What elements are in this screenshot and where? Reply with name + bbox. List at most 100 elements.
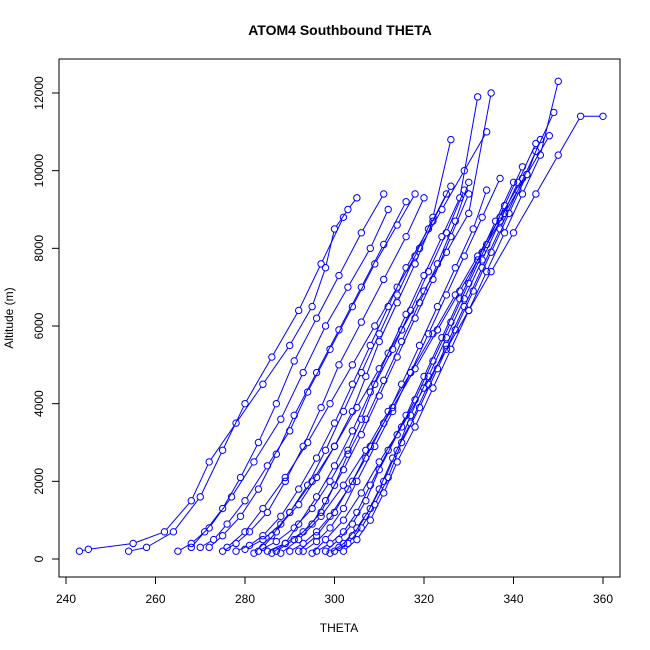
data-point — [380, 275, 388, 284]
data-point — [487, 267, 495, 276]
series-segment — [442, 301, 459, 335]
data-point — [335, 361, 343, 369]
x-tick-label: 240 — [56, 592, 76, 606]
data-point — [321, 264, 330, 272]
data-point — [344, 539, 352, 548]
series-segment — [469, 247, 486, 281]
data-point — [241, 399, 249, 408]
data-point — [487, 89, 495, 97]
data-point — [339, 481, 348, 489]
data-point — [460, 295, 468, 303]
data-point — [438, 232, 446, 241]
series-segment — [326, 472, 343, 499]
series-segment — [290, 394, 307, 429]
data-point — [576, 112, 585, 121]
series-segment — [371, 355, 388, 390]
y-tick-label: 4000 — [32, 390, 46, 417]
series-segment — [411, 274, 428, 308]
data-point — [295, 520, 303, 528]
data-point — [277, 512, 285, 520]
data-point — [402, 310, 410, 319]
series-segment — [429, 235, 446, 269]
series-25 — [259, 135, 455, 552]
series-segment — [277, 418, 294, 452]
series-segment — [473, 192, 487, 227]
series-segment — [332, 544, 342, 552]
plot-area-frame — [58, 58, 621, 578]
data-point — [348, 520, 357, 528]
series-segment — [492, 235, 513, 270]
series-segment — [358, 510, 369, 526]
data-point — [241, 497, 249, 505]
series-segment — [384, 204, 406, 242]
data-point — [500, 229, 509, 237]
series-segment — [340, 526, 351, 538]
data-point — [532, 139, 540, 148]
data-point — [599, 112, 607, 121]
series-segment — [251, 537, 261, 544]
data-point — [339, 504, 348, 513]
series-segment — [366, 413, 388, 448]
series-segment — [277, 514, 289, 530]
series-segment — [398, 429, 415, 460]
series-21 — [295, 132, 553, 555]
series-segment — [135, 532, 162, 543]
data-point — [362, 497, 370, 505]
data-point — [268, 549, 276, 557]
series-segment — [540, 84, 558, 153]
data-point — [518, 190, 527, 198]
data-point — [281, 539, 289, 548]
data-point — [326, 399, 334, 408]
data-point — [187, 497, 196, 505]
series-segment — [406, 278, 424, 312]
data-point — [357, 283, 366, 291]
series-segment — [295, 375, 316, 413]
series-segment — [474, 254, 491, 289]
series-segment — [447, 192, 464, 231]
data-point — [277, 415, 285, 423]
series-segment — [277, 363, 294, 401]
data-point — [286, 508, 294, 517]
data-point — [174, 547, 182, 555]
series-segment — [433, 239, 451, 277]
series-segment — [509, 177, 527, 211]
data-point — [232, 419, 240, 427]
series-segment — [468, 96, 492, 211]
series-segment — [228, 502, 244, 522]
series-5 — [218, 194, 428, 555]
data-point — [456, 287, 464, 295]
data-point — [514, 178, 522, 187]
series-segment — [371, 495, 383, 518]
series-segment — [402, 293, 423, 328]
data-point — [478, 256, 486, 264]
series-segment — [434, 297, 455, 332]
data-point — [402, 198, 410, 206]
series-segment — [299, 460, 316, 487]
data-point — [380, 240, 388, 249]
series-segment — [317, 425, 334, 456]
data-point — [375, 392, 383, 400]
series-segment — [478, 219, 499, 254]
data-point — [536, 135, 545, 144]
data-point — [554, 77, 562, 86]
data-point — [339, 213, 348, 221]
series-segment — [278, 540, 292, 550]
data-point — [281, 473, 289, 482]
series-segment — [366, 472, 379, 499]
series-segment — [215, 526, 226, 538]
series-segment — [460, 254, 482, 289]
series-segment — [274, 544, 283, 552]
data-point — [254, 547, 263, 555]
data-point — [465, 178, 473, 187]
series-segment — [300, 499, 316, 522]
series-segment — [308, 452, 325, 483]
x-tick-label: 280 — [235, 592, 255, 606]
data-point — [254, 485, 263, 493]
series-segment — [326, 289, 347, 324]
series-segment — [349, 200, 356, 208]
series-segment — [149, 532, 171, 547]
data-point — [366, 442, 374, 451]
data-point — [415, 244, 424, 253]
series-segment — [319, 544, 328, 551]
data-point — [478, 213, 486, 221]
